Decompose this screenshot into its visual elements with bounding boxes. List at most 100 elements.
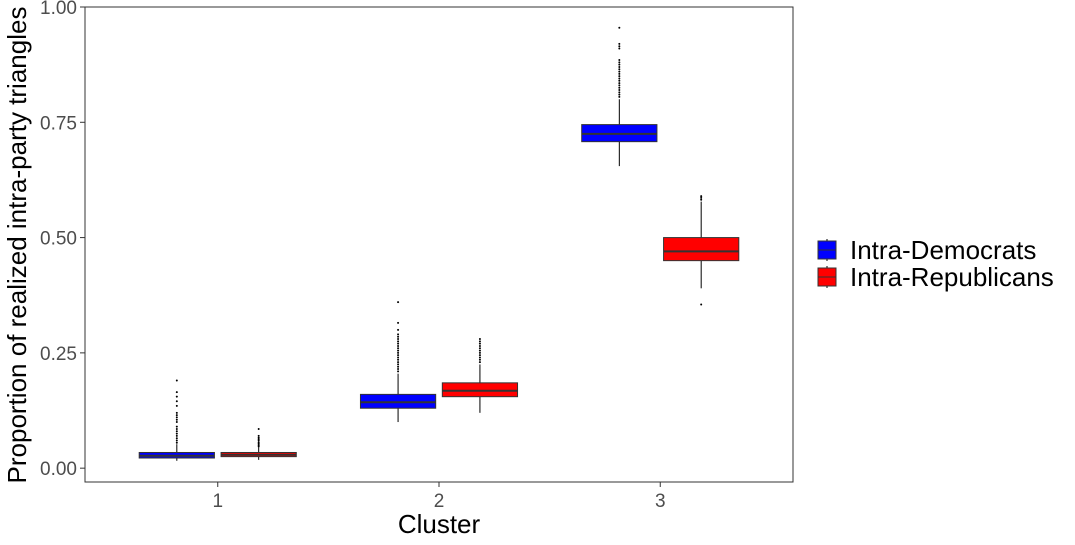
- outlier-point: [397, 335, 400, 338]
- outlier-point: [478, 356, 481, 359]
- outlier-point: [397, 368, 400, 371]
- outlier-point: [257, 444, 260, 447]
- outlier-point: [397, 338, 400, 341]
- outlier-point: [257, 436, 260, 439]
- outlier-point: [618, 89, 621, 92]
- outlier-point: [618, 93, 621, 96]
- box-intra-republicans-cluster-3: [663, 195, 740, 306]
- outlier-point: [618, 26, 621, 29]
- outlier-point: [478, 361, 481, 364]
- outlier-point: [397, 342, 400, 345]
- outlier-point: [257, 442, 260, 445]
- outlier-point: [397, 370, 400, 373]
- outlier-point: [478, 340, 481, 343]
- outlier-point: [478, 347, 481, 350]
- box-intra-republicans-cluster-1: [220, 427, 297, 460]
- x-axis: 1 2 3: [212, 482, 666, 512]
- outlier-point: [397, 301, 400, 304]
- outlier-point: [397, 363, 400, 366]
- outlier-point: [478, 358, 481, 361]
- outlier-point: [700, 303, 703, 306]
- outlier-point: [700, 196, 703, 199]
- outlier-point: [257, 427, 260, 430]
- outlier-point: [175, 427, 178, 430]
- outlier-point: [618, 45, 621, 48]
- outlier-point: [397, 333, 400, 336]
- outlier-point: [175, 437, 178, 440]
- outlier-point: [618, 75, 621, 78]
- y-tick-label: 0.25: [40, 344, 77, 365]
- outlier-point: [175, 430, 178, 433]
- outlier-point: [618, 68, 621, 71]
- outlier-point: [478, 354, 481, 357]
- outlier-point: [478, 344, 481, 347]
- outlier-point: [397, 365, 400, 368]
- outlier-point: [618, 72, 621, 75]
- outlier-point: [175, 416, 178, 419]
- outlier-point: [257, 441, 260, 444]
- outlier-point: [618, 82, 621, 85]
- y-axis: 0.00 0.25 0.50 0.75 1.00: [40, 0, 85, 480]
- outlier-point: [618, 63, 621, 66]
- outlier-point: [397, 358, 400, 361]
- outlier-point: [478, 349, 481, 352]
- outlier-point: [397, 361, 400, 364]
- outlier-point: [257, 439, 260, 442]
- y-tick-label: 0.50: [40, 229, 77, 250]
- outlier-point: [478, 351, 481, 354]
- outlier-point: [397, 344, 400, 347]
- outlier-point: [175, 379, 178, 382]
- box-intra-democrats-cluster-3: [581, 26, 658, 167]
- outlier-point: [397, 351, 400, 354]
- outlier-point: [175, 395, 178, 398]
- outlier-point: [175, 434, 178, 437]
- outlier-point: [478, 342, 481, 345]
- outlier-point: [397, 356, 400, 359]
- outlier-point: [175, 391, 178, 394]
- outlier-point: [618, 42, 621, 45]
- outlier-point: [700, 195, 703, 198]
- box-intra-democrats-cluster-2: [359, 301, 437, 423]
- outlier-point: [618, 70, 621, 73]
- legend-label: Intra-Republicans: [850, 262, 1054, 292]
- outlier-point: [175, 411, 178, 414]
- outlier-point: [618, 65, 621, 68]
- box-intra-democrats-cluster-1: [138, 379, 215, 461]
- outlier-point: [257, 438, 260, 441]
- x-tick-label: 3: [655, 491, 666, 512]
- outlier-point: [175, 432, 178, 435]
- outlier-point: [618, 86, 621, 89]
- outlier-point: [397, 328, 400, 331]
- outlier-point: [175, 439, 178, 442]
- outlier-point: [618, 79, 621, 82]
- x-axis-title: Cluster: [398, 509, 481, 539]
- outlier-point: [175, 425, 178, 428]
- outlier-point: [618, 91, 621, 94]
- outlier-point: [700, 198, 703, 201]
- outlier-point: [618, 77, 621, 80]
- outlier-point: [397, 347, 400, 350]
- y-tick-label: 0.75: [40, 113, 77, 134]
- outlier-point: [175, 400, 178, 403]
- outlier-point: [618, 61, 621, 64]
- outlier-point: [175, 441, 178, 444]
- outlier-point: [397, 340, 400, 343]
- outlier-point: [175, 414, 178, 417]
- y-tick-label: 0.00: [40, 459, 77, 480]
- outlier-point: [618, 84, 621, 87]
- outlier-point: [618, 95, 621, 98]
- box-body: [663, 237, 740, 262]
- outlier-point: [397, 349, 400, 352]
- outlier-point: [257, 445, 260, 448]
- legend-item-intra-democrats: Intra-Democrats: [817, 235, 1036, 265]
- legend-label: Intra-Democrats: [850, 235, 1036, 265]
- outlier-point: [618, 47, 621, 50]
- y-tick-label: 1.00: [40, 0, 77, 19]
- outlier-point: [397, 354, 400, 357]
- outlier-point: [257, 434, 260, 437]
- outlier-point: [175, 404, 178, 407]
- outlier-point: [175, 421, 178, 424]
- outlier-point: [618, 59, 621, 62]
